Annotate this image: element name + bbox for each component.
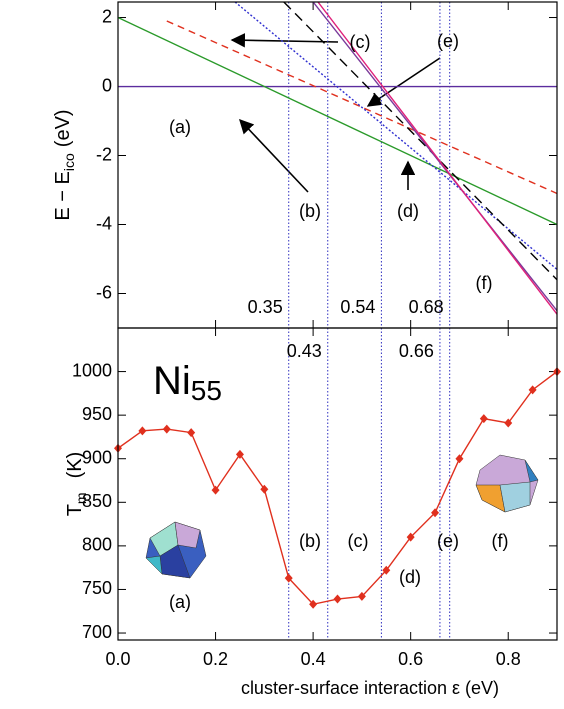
x-tick-label: 0.4 — [301, 649, 326, 669]
data-point — [333, 594, 342, 604]
data-point — [357, 591, 366, 601]
data-point — [309, 599, 318, 609]
data-point — [138, 426, 147, 436]
y-axis-label: E − Eico (eV) — [52, 109, 76, 220]
reference-label: 0.68 — [409, 297, 444, 317]
annotation: (c) — [348, 531, 369, 551]
reference-label: 0.35 — [248, 297, 283, 317]
y-label-sub: ico — [61, 153, 77, 171]
arrow — [230, 33, 339, 48]
y-tick-label: 900 — [82, 447, 112, 467]
annotation: (d) — [397, 201, 419, 221]
arrow — [239, 118, 309, 193]
annotation: (c) — [350, 32, 371, 52]
data-point — [455, 454, 464, 464]
data-point — [382, 565, 391, 575]
x-tick-label: 0.6 — [398, 649, 423, 669]
data-point — [528, 385, 537, 395]
y-tick-label: 0 — [102, 75, 112, 95]
chart-title: Ni55 — [153, 359, 222, 407]
annotation: (e) — [437, 531, 459, 551]
x-axis-label: cluster-surface interaction ε (eV) — [241, 678, 499, 698]
series-line — [312, 2, 557, 312]
annotation: (a) — [169, 592, 191, 612]
y-tick-label: 2 — [102, 6, 112, 26]
data-point — [235, 449, 244, 459]
y-label-unit: (K) — [64, 452, 86, 479]
data-point — [504, 418, 513, 428]
arrows — [230, 33, 441, 193]
y-axis-label: Tm (K) — [64, 452, 88, 517]
x-tick-label: 0.0 — [105, 649, 130, 669]
annotation: (b) — [299, 531, 321, 551]
y-tick-label: 800 — [82, 535, 112, 555]
series-line — [234, 2, 557, 270]
title-main: Ni — [153, 359, 191, 403]
plot-frame — [117, 327, 558, 641]
annotation: (d) — [399, 567, 421, 587]
series-line — [283, 2, 557, 281]
reference-label: 0.54 — [340, 297, 375, 317]
y-tick-label: -2 — [96, 144, 112, 164]
reference-label: 0.43 — [287, 341, 322, 361]
annotation: (e) — [437, 31, 459, 51]
y-tick-label: 750 — [82, 578, 112, 598]
data-point — [284, 573, 293, 583]
x-tick-label: 0.2 — [203, 649, 228, 669]
y-tick-label: 700 — [82, 622, 112, 642]
annotation: (f) — [492, 531, 509, 551]
y-label-unit: (eV) — [52, 109, 74, 147]
y-tick-label: 850 — [82, 491, 112, 511]
arrow — [366, 57, 441, 107]
data-point — [211, 485, 220, 495]
y-tick-label: 1000 — [72, 360, 112, 380]
y-label-sub: m — [73, 492, 89, 504]
plot-area — [118, 2, 557, 315]
x-tick-label: 0.8 — [496, 649, 521, 669]
reference-label: 0.66 — [399, 341, 434, 361]
cluster-icon-f — [475, 454, 539, 513]
data-point — [406, 532, 415, 542]
y-label-main: E − E — [52, 171, 74, 220]
annotation: (a) — [169, 117, 191, 137]
series-line — [317, 2, 557, 315]
annotation: (b) — [299, 201, 321, 221]
y-tick-label: 950 — [82, 404, 112, 424]
cluster-icon-a — [145, 521, 207, 579]
y-label-main: T — [64, 504, 86, 516]
title-sub: 55 — [191, 375, 222, 406]
plot-area — [114, 367, 561, 609]
y-tick-label: -6 — [96, 282, 112, 302]
data-point — [479, 414, 488, 424]
series-line — [118, 16, 557, 226]
data-point — [260, 484, 269, 494]
data-point — [431, 508, 440, 518]
data-point — [162, 424, 171, 434]
annotation: (f) — [476, 273, 493, 293]
data-point — [187, 428, 196, 438]
y-tick-label: -4 — [96, 213, 112, 233]
